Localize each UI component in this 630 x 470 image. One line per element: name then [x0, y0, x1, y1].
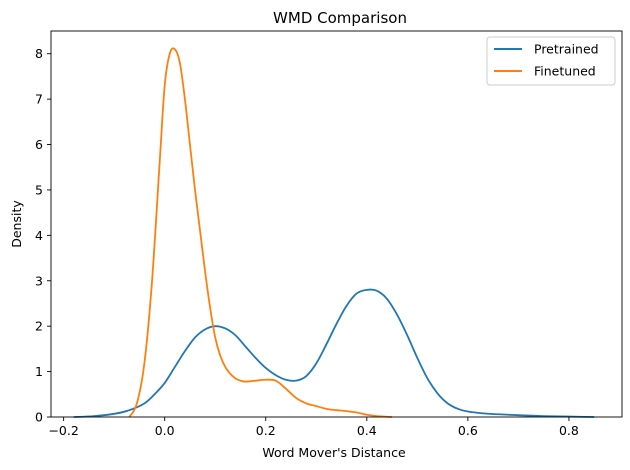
legend: Pretrained Finetuned — [486, 36, 616, 86]
legend-label-finetuned: Finetuned — [534, 64, 596, 79]
series-line-finetuned — [128, 47, 393, 418]
axes-frame — [50, 30, 623, 418]
x-tick-label: 0.8 — [559, 423, 579, 438]
x-tick-label: 0.0 — [155, 423, 175, 438]
y-tick-label: 2 — [35, 319, 43, 334]
x-tick-label: 0.2 — [256, 423, 276, 438]
series-line-pretrained — [73, 288, 595, 418]
plot-area — [73, 47, 595, 418]
y-tick-label: 6 — [35, 137, 43, 152]
x-tick-label: 0.6 — [458, 423, 478, 438]
y-tick-label: 7 — [35, 92, 43, 107]
legend-label-pretrained: Pretrained — [534, 42, 599, 57]
chart-title: WMD Comparison — [273, 9, 407, 27]
y-axis-label: Density — [9, 200, 24, 248]
x-tick-label: 0.4 — [357, 423, 377, 438]
y-tick-label: 4 — [35, 228, 43, 243]
y-tick-label: 5 — [35, 182, 43, 197]
y-tick-label: 0 — [35, 410, 43, 425]
x-tick-label: −0.2 — [48, 423, 78, 438]
y-tick-label: 3 — [35, 273, 43, 288]
x-axis-label: Word Mover's Distance — [262, 445, 406, 460]
y-tick-label: 1 — [35, 364, 43, 379]
axis-ticks: −0.2 0.0 0.2 0.4 0.6 0.8 0 1 2 3 4 5 6 7 8 — [35, 46, 579, 438]
y-tick-label: 8 — [35, 46, 43, 61]
